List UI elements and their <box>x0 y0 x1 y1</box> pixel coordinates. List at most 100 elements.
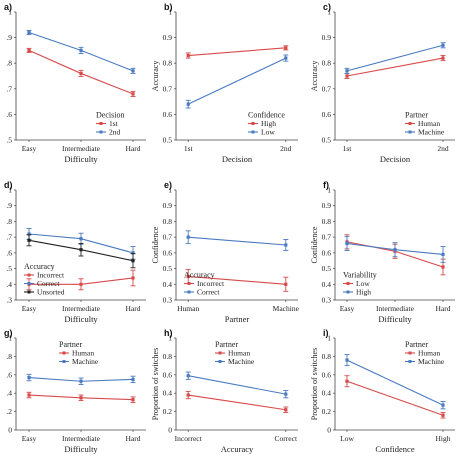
legend-entry: Human <box>228 349 250 358</box>
y-tick-label: 0.8 <box>163 59 173 68</box>
data-point <box>131 259 135 263</box>
y-tick-label: 0.6 <box>163 248 173 257</box>
y-tick-label: 0 <box>8 426 12 435</box>
legend-entry: Human <box>418 119 440 128</box>
legend-title: Confidence <box>248 111 285 120</box>
y-tick-label: 0.5 <box>322 264 332 273</box>
legend-entry: Machine <box>228 357 255 366</box>
y-tick-label: 0.4 <box>322 280 332 289</box>
x-tick-label: Hard <box>126 434 141 443</box>
legend-title: Decision <box>96 111 124 120</box>
data-point <box>27 375 31 380</box>
legend-title: Partner <box>405 340 428 349</box>
x-axis-label: Difficulty <box>64 314 98 324</box>
data-point <box>441 252 445 257</box>
legend-marker <box>408 130 412 134</box>
data-point <box>79 48 83 52</box>
data-point <box>284 243 288 247</box>
y-tick-label: .6 <box>6 110 12 119</box>
series-line-machine <box>188 375 286 395</box>
legend-entry: 1st <box>109 119 119 128</box>
y-tick-label: 0.6 <box>322 370 332 379</box>
data-point <box>27 30 31 35</box>
y-tick-label: 0.7 <box>163 84 173 93</box>
legend-entry: High <box>356 288 371 297</box>
y-tick-label: 0.7 <box>322 84 332 93</box>
x-tick-label: Easy <box>22 144 37 153</box>
legend-marker <box>251 122 255 125</box>
y-tick-label: 0.5 <box>163 264 173 273</box>
y-tick-label: 0.4 <box>163 280 173 289</box>
data-point <box>131 92 135 96</box>
data-point <box>131 398 135 402</box>
y-tick-label: .7 <box>6 233 12 242</box>
legend-marker <box>408 351 412 355</box>
y-tick-label: .8 <box>6 59 12 68</box>
data-point <box>441 413 445 417</box>
panel-label: d) <box>4 180 13 190</box>
x-tick-label: Hard <box>436 304 451 313</box>
y-tick-label: 1 <box>8 186 12 195</box>
x-axis-label: Confidence <box>375 444 414 454</box>
y-tick-label: 0.6 <box>322 248 332 257</box>
data-point <box>27 238 31 242</box>
x-axis-label: Partner <box>225 314 250 324</box>
data-point <box>186 235 190 239</box>
y-axis-label: Proportion of switches <box>151 348 160 420</box>
data-point <box>345 69 349 73</box>
series-line-human <box>346 57 444 77</box>
data-point <box>27 232 31 236</box>
y-tick-label: .5 <box>6 264 12 273</box>
y-tick-label: .5 <box>6 136 12 145</box>
y-tick-label: 1 <box>327 334 331 343</box>
series-line-correct <box>188 236 286 246</box>
x-tick-label: Hard <box>126 304 141 313</box>
data-point <box>79 396 83 400</box>
y-tick-label: 0.6 <box>163 370 173 379</box>
legend-entry: Machine <box>418 128 445 137</box>
panel-label: c) <box>323 2 331 12</box>
legend-marker <box>99 130 103 134</box>
data-point <box>186 102 190 106</box>
panel-g: g)1 .8 .6 .4 .2 0 Easy Intermediate Hard Difficul… <box>4 328 146 454</box>
y-tick-label: 0 <box>168 426 172 435</box>
x-tick-label: Intermediate <box>62 434 101 443</box>
legend-marker <box>218 351 222 355</box>
panel-label: g) <box>4 328 13 338</box>
legend-marker <box>27 273 31 277</box>
legend-entry: Incorrect <box>197 279 225 288</box>
legend-marker <box>408 122 412 125</box>
legend-entry: Correct <box>37 279 60 288</box>
legend-marker <box>187 282 191 285</box>
y-tick-label: .8 <box>6 217 12 226</box>
y-axis-label: Accuracy <box>310 61 319 92</box>
legend-marker <box>99 122 103 125</box>
y-axis-label: Proportion of switches <box>310 348 319 420</box>
y-tick-label: 0.9 <box>163 33 173 42</box>
panel-a: a)1 .9 .8 .7 .6 .5 Easy Intermediate Hard Difficu… <box>4 2 146 164</box>
legend-entry: Low <box>261 128 275 137</box>
panel-b: b)1 0.9 0.8 0.7 0.6 0.5 1st 2nd Decision Accuracy… <box>151 2 298 164</box>
y-tick-label: 0.7 <box>322 233 332 242</box>
x-axis-label: Difficulty <box>64 154 98 164</box>
y-tick-label: .8 <box>6 352 12 361</box>
x-axis-label: Decision <box>380 154 411 164</box>
y-tick-label: 0.9 <box>322 33 332 42</box>
y-tick-label: 0 <box>327 426 331 435</box>
data-point <box>441 403 445 407</box>
x-axis-label: Decision <box>222 154 253 164</box>
data-point <box>284 46 288 50</box>
y-tick-label: .9 <box>6 201 12 210</box>
panel-label: f) <box>323 180 329 190</box>
series-line-machine <box>346 44 444 72</box>
legend-entry: Machine <box>72 357 99 366</box>
data-point <box>79 379 83 383</box>
y-tick-label: .3 <box>6 296 12 305</box>
y-tick-label: 0.5 <box>163 136 173 145</box>
y-tick-label: 0.2 <box>163 407 173 416</box>
legend-title: Partner <box>215 340 238 349</box>
